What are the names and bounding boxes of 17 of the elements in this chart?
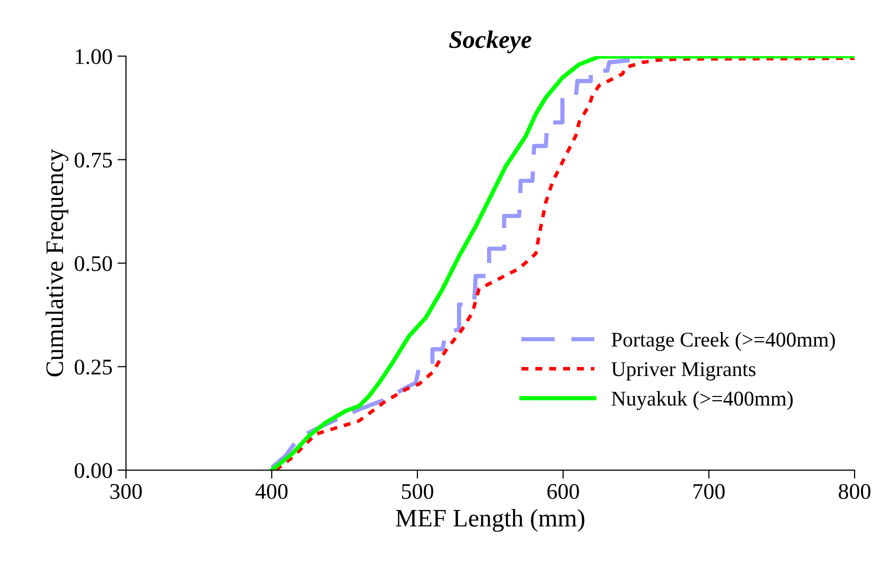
x-tick-label: 800 [838, 484, 870, 499]
x-axis-title: MEF Length (mm) [396, 509, 584, 532]
x-tick-label: 600 [547, 484, 579, 499]
y-tick-label: 0.50 [74, 256, 112, 272]
y-tick-label: 0.75 [74, 152, 112, 168]
y-tick-label: 1.00 [76, 49, 112, 64]
chart-title: Sockeye [449, 30, 532, 54]
legend-label: Portage Creek (>=400mm) [612, 332, 835, 352]
x-tick-label: 400 [255, 484, 288, 499]
legend-label: Nuyakuk (>=400mm) [612, 391, 793, 410]
x-tick-label: 300 [110, 484, 142, 499]
legend-label: Upriver Migrants [611, 362, 756, 381]
y-tick-label: 0.25 [74, 360, 112, 375]
y-axis-title: Cumulative Frequency [46, 149, 68, 376]
x-tick-label: 500 [402, 484, 434, 499]
x-tick-label: 700 [694, 484, 725, 499]
y-tick-label: 0.00 [74, 463, 112, 478]
